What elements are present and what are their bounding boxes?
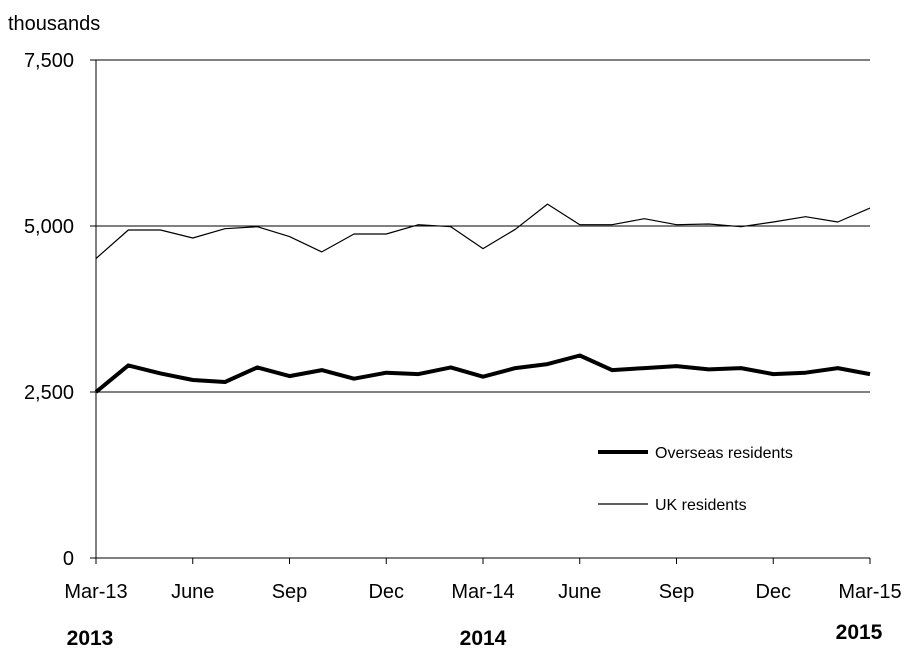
x-tick-label: June: [558, 581, 601, 603]
year-labels: 2013 2014 2015: [67, 621, 883, 648]
year-label: 2015: [836, 621, 883, 644]
x-tick-label: Mar-15: [838, 581, 901, 603]
series-lines: [94, 203, 871, 394]
y-tick-label: 0: [63, 548, 74, 570]
x-tick-label: Dec: [368, 581, 404, 603]
legend-label: UK residents: [655, 497, 747, 514]
axes: [90, 59, 871, 564]
series-line-uk-residents: [95, 203, 871, 259]
unit-label: thousands: [8, 13, 100, 35]
x-tick-label: June: [171, 581, 214, 603]
x-tick-label: Dec: [755, 581, 791, 603]
y-tick-labels: 0 2,500 5,000 7,500: [24, 50, 74, 570]
year-label: 2013: [67, 627, 114, 648]
x-tick-label: Sep: [272, 581, 308, 603]
y-tick-label: 7,500: [24, 50, 74, 72]
y-tick-label: 2,500: [24, 382, 74, 404]
year-label: 2014: [460, 627, 507, 648]
y-tick-label: 5,000: [24, 216, 74, 238]
gridlines: [96, 59, 870, 393]
x-tick-label: Sep: [659, 581, 695, 603]
x-tick-label: Mar-14: [451, 581, 514, 603]
series-line-overseas-residents: [94, 353, 871, 394]
x-tick-labels: Mar-13 June Sep Dec Mar-14 June Sep Dec Mar-15: [64, 581, 901, 603]
legend-label: Overseas residents: [655, 445, 793, 462]
x-tick-label: Mar-13: [64, 581, 127, 603]
legend: Overseas residents UK residents: [598, 445, 793, 514]
